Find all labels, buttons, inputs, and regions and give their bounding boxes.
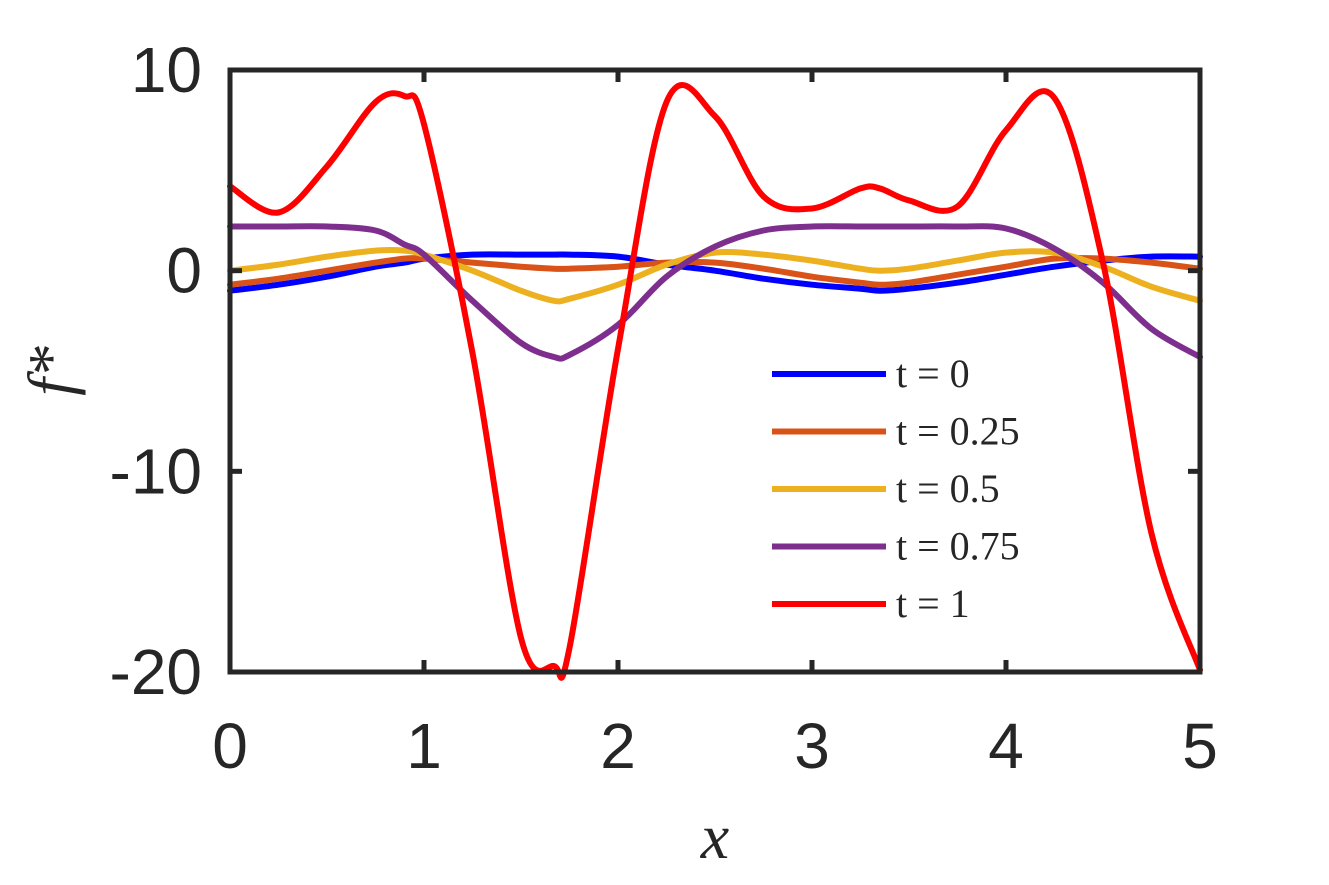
y-tick-label-3: 10 xyxy=(131,34,202,106)
series-lines xyxy=(227,82,1203,681)
x-tick-label-4: 4 xyxy=(988,710,1024,782)
legend-label-0: t = 0 xyxy=(896,351,970,396)
y-axis-label: f* xyxy=(15,346,86,396)
plot-frame xyxy=(227,67,1203,675)
series-line-0 xyxy=(227,251,1203,294)
y-tick-labels: -20 -10 0 10 xyxy=(110,34,203,708)
y-tick-label-0: -20 xyxy=(110,636,203,708)
legend-label-2: t = 0.5 xyxy=(896,466,1000,511)
x-axis-label: x xyxy=(700,801,729,872)
x-tick-label-0: 0 xyxy=(212,710,248,782)
axis-ticks xyxy=(227,67,1203,675)
legend-label-1: t = 0.25 xyxy=(896,409,1020,454)
x-tick-labels: 0 1 2 3 4 5 xyxy=(212,710,1218,782)
y-tick-label-2: 0 xyxy=(166,235,202,307)
x-tick-label-2: 2 xyxy=(600,710,636,782)
series-line-4 xyxy=(227,82,1203,681)
series-line-3 xyxy=(227,223,1203,362)
x-tick-label-5: 5 xyxy=(1182,710,1218,782)
x-tick-label-1: 1 xyxy=(406,710,442,782)
x-tick-label-3: 3 xyxy=(794,710,830,782)
y-tick-label-1: -10 xyxy=(110,435,203,507)
legend: t = 0 t = 0.25 t = 0.5 t = 0.75 t = 1 xyxy=(772,351,1020,626)
legend-label-3: t = 0.75 xyxy=(896,524,1020,569)
legend-label-4: t = 1 xyxy=(896,581,970,626)
